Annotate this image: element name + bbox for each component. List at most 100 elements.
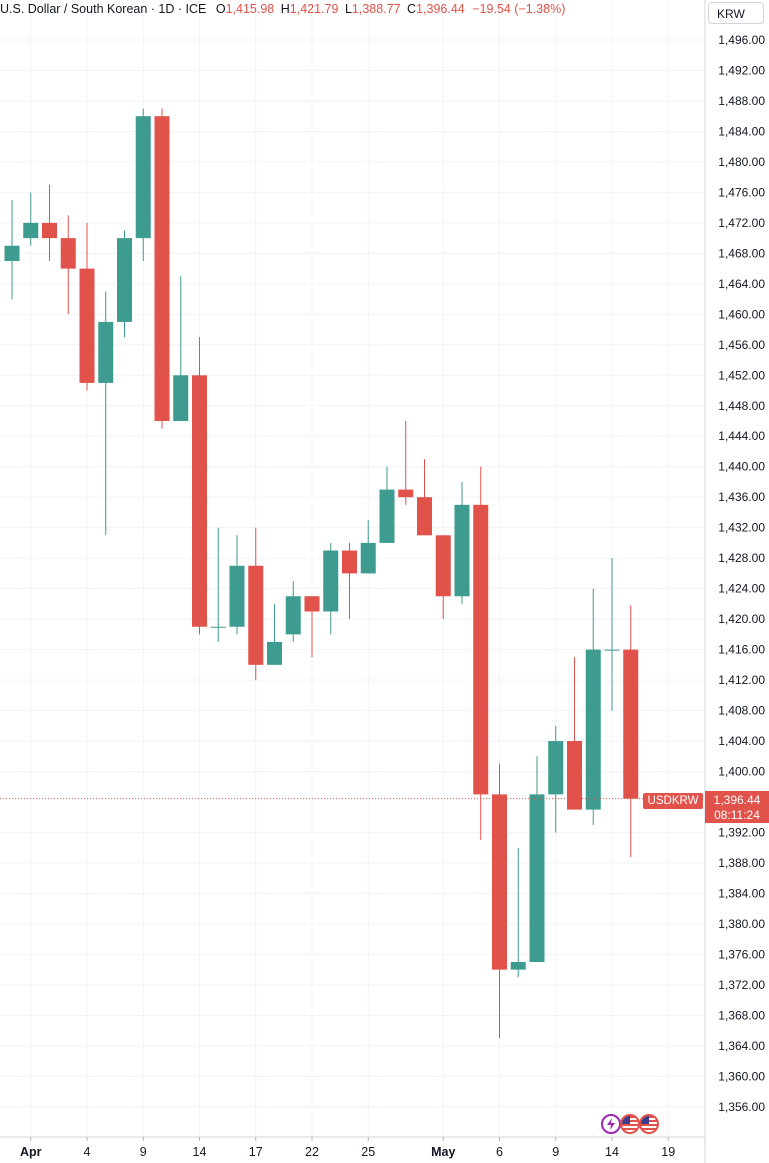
candle[interactable] bbox=[304, 596, 320, 658]
y-tick-label: 1,364.00 bbox=[718, 1039, 765, 1053]
y-tick-label: 1,424.00 bbox=[718, 582, 765, 596]
candle-body bbox=[267, 641, 282, 665]
candle-body bbox=[79, 268, 95, 383]
candle-body bbox=[210, 626, 226, 628]
candle[interactable] bbox=[154, 108, 170, 429]
us-flag-icon[interactable] bbox=[639, 1114, 659, 1134]
candle[interactable] bbox=[192, 337, 207, 635]
candle[interactable] bbox=[417, 459, 432, 536]
candle[interactable] bbox=[360, 520, 376, 574]
price-axis[interactable]: 1,496.00 1,492.00 1,488.00 1,484.00 1,480.00… bbox=[718, 33, 765, 1114]
us-flag-icon[interactable] bbox=[620, 1114, 640, 1134]
y-tick-label: 1,408.00 bbox=[718, 704, 765, 718]
candle-body bbox=[248, 565, 264, 665]
candle-body bbox=[623, 649, 639, 799]
candle-body bbox=[117, 238, 132, 322]
x-tick-label: 9 bbox=[140, 1145, 147, 1159]
candle[interactable] bbox=[42, 184, 57, 261]
candle[interactable] bbox=[117, 230, 132, 338]
candle[interactable] bbox=[435, 535, 451, 620]
x-tick-label: 14 bbox=[605, 1145, 619, 1159]
y-tick-label: 1,368.00 bbox=[718, 1008, 765, 1022]
candle[interactable] bbox=[323, 542, 339, 635]
candle[interactable] bbox=[79, 222, 95, 391]
candle-body bbox=[323, 550, 339, 612]
candle[interactable] bbox=[135, 108, 151, 261]
candle-body bbox=[548, 741, 564, 795]
candle[interactable] bbox=[210, 527, 226, 642]
x-tick-label: May bbox=[431, 1145, 455, 1159]
candle[interactable] bbox=[398, 421, 414, 505]
y-tick-label: 1,416.00 bbox=[718, 643, 765, 657]
candle[interactable] bbox=[492, 763, 507, 1039]
candle[interactable] bbox=[585, 588, 601, 825]
candle[interactable] bbox=[229, 535, 245, 635]
candle[interactable] bbox=[567, 657, 582, 810]
candle[interactable] bbox=[60, 215, 76, 315]
time-axis[interactable]: Apr 4 9 14 17 22 25 May 6 9 14 19 bbox=[20, 1137, 675, 1159]
open-label: O bbox=[215, 2, 226, 16]
candle[interactable] bbox=[98, 291, 114, 536]
candle[interactable] bbox=[548, 725, 564, 833]
candle[interactable] bbox=[4, 200, 20, 300]
candle-body bbox=[342, 550, 357, 574]
symbol-legend: U.S. Dollar / South Korean · 1D · ICE O1… bbox=[0, 2, 566, 16]
candle-body bbox=[604, 649, 620, 651]
candle-body bbox=[98, 321, 114, 383]
candle[interactable] bbox=[529, 756, 545, 963]
candle-body bbox=[135, 116, 151, 239]
y-tick-label: 1,432.00 bbox=[718, 521, 765, 535]
lightning-icon[interactable] bbox=[601, 1114, 621, 1134]
exchange-label: ICE bbox=[185, 2, 207, 16]
y-tick-label: 1,496.00 bbox=[718, 33, 765, 47]
candle-body bbox=[285, 596, 301, 635]
candle[interactable] bbox=[267, 603, 282, 665]
last-price-tag: 1,396.44 08:11:24 bbox=[705, 791, 769, 823]
candle[interactable] bbox=[623, 605, 639, 858]
y-tick-label: 1,444.00 bbox=[718, 429, 765, 443]
candle-body bbox=[454, 504, 470, 597]
x-tick-label: 9 bbox=[552, 1145, 559, 1159]
candle[interactable] bbox=[248, 527, 264, 681]
candle[interactable] bbox=[23, 192, 39, 246]
y-tick-label: 1,360.00 bbox=[718, 1069, 765, 1083]
candle[interactable] bbox=[510, 847, 526, 978]
y-tick-label: 1,468.00 bbox=[718, 246, 765, 260]
y-tick-label: 1,436.00 bbox=[718, 490, 765, 504]
y-tick-label: 1,412.00 bbox=[718, 673, 765, 687]
bar-countdown: 08:11:24 bbox=[714, 808, 760, 822]
y-tick-label: 1,448.00 bbox=[718, 399, 765, 413]
y-tick-label: 1,480.00 bbox=[718, 155, 765, 169]
candle[interactable] bbox=[454, 481, 470, 604]
candle-body bbox=[4, 245, 20, 261]
y-tick-label: 1,356.00 bbox=[718, 1100, 765, 1114]
last-price-value: 1,396.44 bbox=[713, 793, 761, 807]
y-tick-label: 1,400.00 bbox=[718, 765, 765, 779]
candle-body bbox=[473, 504, 489, 795]
y-tick-label: 1,376.00 bbox=[718, 947, 765, 961]
currency-button[interactable]: KRW bbox=[708, 2, 764, 24]
candle[interactable] bbox=[285, 581, 301, 642]
x-tick-label: 25 bbox=[361, 1145, 375, 1159]
y-tick-label: 1,404.00 bbox=[718, 734, 765, 748]
candle[interactable] bbox=[604, 558, 620, 711]
y-tick-label: 1,440.00 bbox=[718, 460, 765, 474]
candle[interactable] bbox=[473, 466, 489, 841]
interval-label: 1D bbox=[158, 2, 175, 16]
x-tick-label: 4 bbox=[84, 1145, 91, 1159]
candle[interactable] bbox=[342, 542, 357, 620]
candle-body bbox=[229, 565, 245, 627]
y-tick-label: 1,428.00 bbox=[718, 551, 765, 565]
candle[interactable] bbox=[379, 466, 395, 543]
low-label: L bbox=[344, 2, 352, 16]
open-value: 1,415.98 bbox=[225, 2, 275, 16]
y-tick-label: 1,484.00 bbox=[718, 124, 765, 138]
candle-body bbox=[304, 596, 320, 612]
y-tick-label: 1,488.00 bbox=[718, 94, 765, 108]
candle-body bbox=[379, 489, 395, 543]
change-value: −19.54 (−1.38%) bbox=[472, 2, 566, 16]
candle-body bbox=[154, 116, 170, 421]
candle-body bbox=[567, 741, 582, 810]
candle[interactable] bbox=[173, 276, 189, 421]
